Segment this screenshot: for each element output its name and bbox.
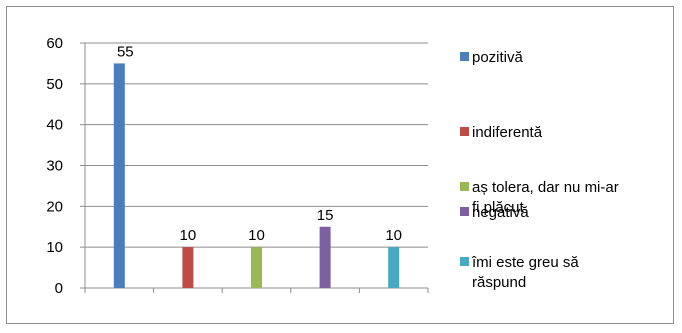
bar [319,226,331,288]
legend-swatch [460,127,469,136]
legend: pozitivă indiferentă aș tolera, dar nu m… [460,0,670,333]
bar [182,247,194,288]
bar [251,247,262,288]
legend-item-negativa: negativă [460,203,672,223]
y-tick-label: 0 [55,280,63,297]
legend-item-indiferenta: indiferentă [460,123,672,143]
y-tick-label: 20 [46,198,63,215]
legend-item-as-tolera: aș tolera, dar nu mi-ar fi plăcut [460,178,622,218]
legend-item-pozitiva: pozitivă [460,48,672,68]
legend-swatch [460,207,469,216]
legend-label: negativă [472,204,529,221]
legend-label: îmi este greu să răspund [472,254,579,291]
legend-label: aș tolera, dar nu mi-ar fi plăcut [472,179,619,216]
y-tick-label: 40 [46,117,63,134]
legend-label: indiferentă [472,124,543,141]
data-label: 10 [248,227,265,244]
data-labels: 55 10 10 15 10 [117,43,402,244]
legend-swatch [460,52,469,61]
y-tick-label: 10 [46,239,63,256]
bar [388,247,400,288]
legend-item-greu-sa-raspund: îmi este greu să răspund [460,253,632,293]
bars [113,63,400,288]
legend-swatch [460,257,469,266]
legend-swatch [460,182,469,191]
y-tick-label: 50 [46,76,63,93]
data-label: 10 [180,227,197,244]
bar [113,63,125,288]
y-tick-label: 30 [46,158,63,175]
data-label: 10 [385,227,402,244]
y-tick-label: 60 [46,35,63,52]
axes: 0 10 20 30 40 50 60 [46,35,429,297]
legend-label: pozitivă [472,49,523,66]
data-label: 55 [117,43,134,60]
gridlines [85,42,428,248]
data-label: 15 [317,207,334,224]
